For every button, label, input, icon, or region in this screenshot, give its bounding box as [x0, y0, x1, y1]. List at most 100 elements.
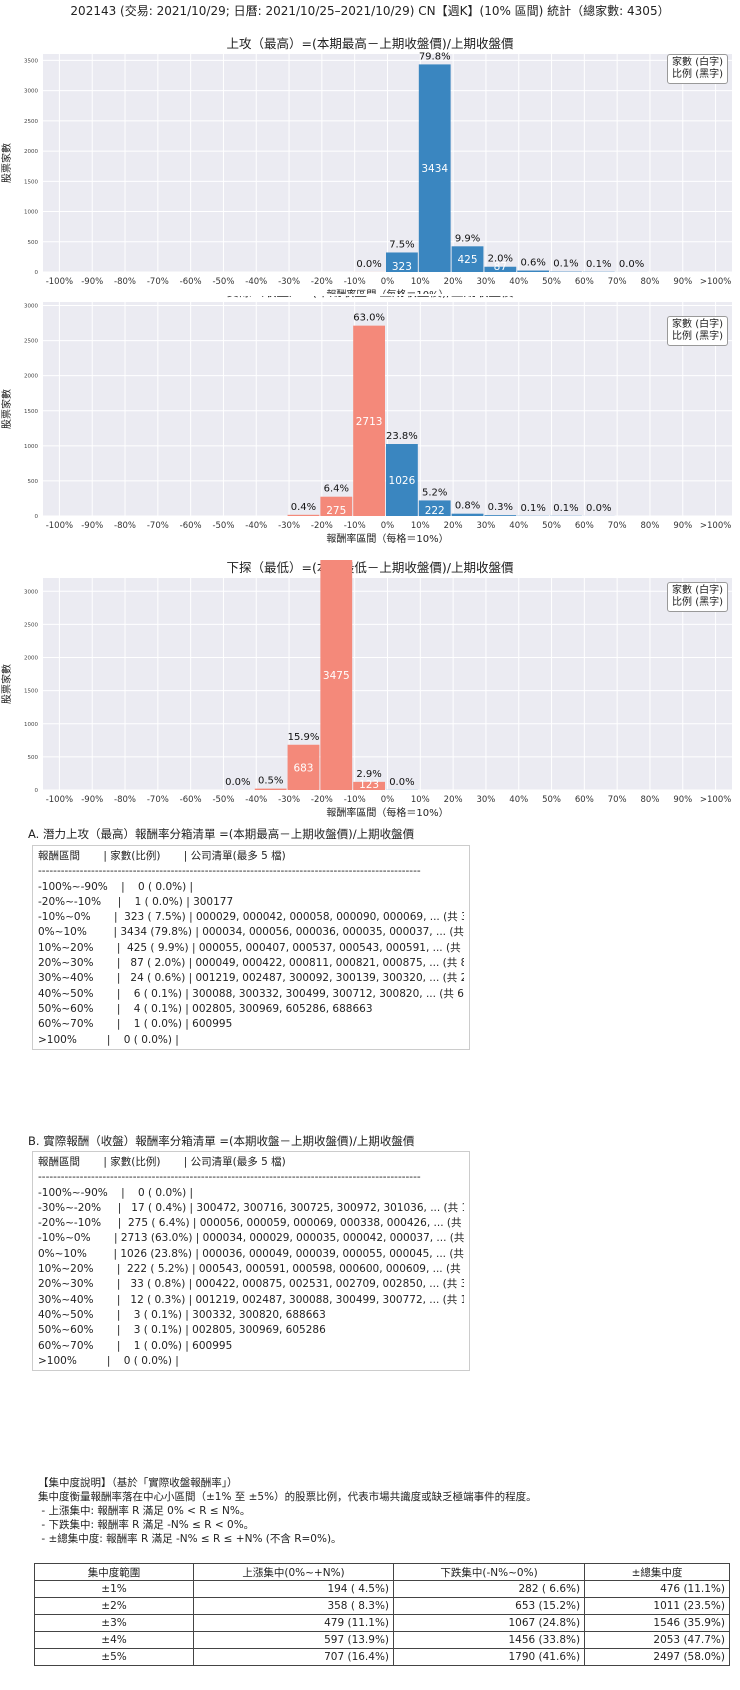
- x-axis-label: 報酬率區間（每格＝10%）: [326, 806, 448, 819]
- x-tick-label: -60%: [180, 277, 202, 287]
- table-cell: ±3%: [34, 1614, 194, 1632]
- x-tick-label: -20%: [311, 795, 333, 805]
- y-tick-label: 1500: [24, 409, 38, 415]
- table-cell: 2497 (58.0%): [584, 1648, 730, 1666]
- x-tick-label: -80%: [114, 277, 136, 287]
- bar-count-label: 3475: [323, 670, 350, 682]
- x-tick-label: -90%: [81, 521, 103, 531]
- x-tick-label: 30%: [476, 795, 495, 805]
- y-tick-label: 2000: [24, 149, 38, 155]
- bar-count-label: 87: [494, 261, 507, 273]
- table-cell: 479 (11.1%): [192, 1614, 395, 1632]
- x-tick-label: -100%: [46, 795, 73, 805]
- y-tick-label: 500: [28, 755, 39, 761]
- table-cell: 1067 (24.8%): [393, 1614, 586, 1632]
- bar: [386, 444, 418, 516]
- x-tick-label: 80%: [641, 795, 660, 805]
- x-tick-label: -30%: [278, 521, 300, 531]
- notes-description: 集中度衡量報酬率落在中心小區間（±1% 至 ±5%）的股票比例，代表市場共識度或…: [38, 1491, 537, 1503]
- y-axis-label: 股票家數: [0, 389, 13, 429]
- table-row: ±2% 358 ( 8.3%) 653 (15.2%) 1011 (23.5%): [34, 1597, 730, 1615]
- table-cell: 358 ( 8.3%): [192, 1597, 395, 1615]
- table-cell: 476 (11.1%): [584, 1580, 730, 1598]
- legend-ratio-label: 比例 (黑字): [672, 69, 723, 80]
- table-cell: 194 ( 4.5%): [192, 1580, 395, 1598]
- list-row: 30%~40% | 24 ( 0.6%) | 001219, 002487, 3…: [38, 972, 464, 985]
- section-b-title: B. 實際報酬（收盤）報酬率分箱清單 =(本期收盤－上期收盤價)/上期收盤價: [28, 1134, 415, 1148]
- bar-pct-label: 2.0%: [488, 254, 513, 265]
- table-cell: ±2%: [34, 1597, 194, 1615]
- section-a-list: 報酬區間 | 家數(比例) | 公司清單(最多 5 檔) ------------…: [32, 845, 470, 1050]
- table-cell: 1011 (23.5%): [584, 1597, 730, 1615]
- x-tick-label: -30%: [278, 795, 300, 805]
- notes-heading: 【集中度說明】（基於「實際收盤報酬率」）: [38, 1477, 238, 1489]
- list-row: ----------------------------------------…: [38, 1171, 421, 1184]
- bar-pct-label: 5.2%: [422, 487, 447, 498]
- table-cell: 1790 (41.6%): [393, 1648, 586, 1666]
- x-tick-label: 0%: [381, 277, 395, 287]
- x-tick-label: 20%: [444, 277, 463, 287]
- bar-pct-label: 0.1%: [586, 259, 611, 270]
- bar-pct-label: 23.8%: [386, 431, 418, 442]
- concentration-notes: 【集中度說明】（基於「實際收盤報酬率」） 集中度衡量報酬率落在中心小區間（±1%…: [38, 1476, 537, 1546]
- x-tick-label: 40%: [509, 277, 528, 287]
- legend-count-label: 家數 (白字): [672, 585, 723, 596]
- list-row: 50%~60% | 3 ( 0.1%) | 002805, 300969, 60…: [38, 1324, 326, 1337]
- bar: [320, 496, 353, 516]
- bar-pct-label: 9.9%: [455, 233, 480, 244]
- x-tick-label: 40%: [509, 521, 528, 531]
- y-axis-label: 股票家數: [0, 664, 13, 704]
- table-cell: 597 (13.9%): [192, 1631, 395, 1649]
- x-tick-label: -100%: [46, 521, 73, 531]
- x-tick-label: -10%: [344, 795, 366, 805]
- bar: [484, 515, 517, 516]
- x-tick-label: 10%: [411, 521, 430, 531]
- x-tick-label: >100%: [700, 277, 731, 287]
- list-row: 20%~30% | 33 ( 0.8%) | 000422, 000875, 0…: [38, 1278, 464, 1291]
- table-cell: ±1%: [34, 1580, 194, 1598]
- bar: [386, 252, 418, 272]
- chart-low: 下探（最低）=(本期最低－上期收盤價)/上期收盤價 0 500 1000 1500 200…: [0, 560, 740, 819]
- x-tick-label: -70%: [147, 521, 169, 531]
- list-row: -20%~-10% | 1 ( 0.0%) | 300177: [38, 895, 234, 908]
- x-tick-label: 60%: [575, 277, 594, 287]
- x-axis-label: 報酬率區間（每格＝10%）: [326, 288, 448, 294]
- x-tick-label: 10%: [411, 277, 430, 287]
- bar-pct-label: 0.1%: [553, 503, 578, 514]
- y-tick-label: 1500: [24, 689, 38, 695]
- bar: [418, 64, 451, 272]
- table-header: 上漲集中(0%~+N%): [192, 1563, 395, 1581]
- bar-pct-label: 0.0%: [225, 777, 250, 788]
- bar: [353, 781, 385, 790]
- table-header-row: 集中度範圍 上漲集中(0%~+N%) 下跌集中(-N%~0%) ±總集中度: [34, 1563, 730, 1581]
- legend-count-label: 家數 (白字): [672, 319, 723, 330]
- x-tick-label: -50%: [212, 521, 234, 531]
- x-tick-label: 0%: [381, 795, 395, 805]
- x-tick-label: 50%: [542, 795, 561, 805]
- x-tick-label: 90%: [673, 795, 692, 805]
- y-tick-label: 500: [28, 479, 39, 485]
- list-row: 40%~50% | 3 ( 0.1%) | 300332, 300820, 68…: [38, 1308, 326, 1321]
- table-cell: 707 (16.4%): [192, 1648, 395, 1666]
- x-tick-label: -60%: [180, 521, 202, 531]
- x-tick-label: -40%: [245, 277, 267, 287]
- y-tick-label: 3000: [24, 589, 38, 595]
- list-row: -20%~-10% | 275 ( 6.4%) | 000056, 000059…: [38, 1217, 464, 1230]
- table-cell: 282 ( 6.6%): [393, 1580, 586, 1598]
- list-row: -100%~-90% | 0 ( 0.0%) |: [38, 880, 194, 893]
- page-title: 202143 (交易: 2021/10/29; 日曆: 2021/10/25–2…: [70, 4, 670, 18]
- list-row: 60%~70% | 1 ( 0.0%) | 600995: [38, 1339, 233, 1352]
- bar: [451, 513, 484, 516]
- chart-high: 上攻（最高）=(本期最高－上期收盤價)/上期收盤價 0 500 1000 1500 200…: [0, 22, 740, 294]
- x-tick-label: -10%: [344, 521, 366, 531]
- legend-ratio-label: 比例 (黑字): [672, 597, 723, 608]
- y-axis-label: 股票家數: [0, 143, 13, 183]
- bar-pct-label: 0.1%: [520, 503, 545, 514]
- x-tick-label: >100%: [700, 521, 731, 531]
- list-row: 10%~20% | 425 ( 9.9%) | 000055, 000407, …: [38, 941, 464, 954]
- section-a-title: A. 潛力上攻（最高）報酬率分箱清單 =(本期最高－上期收盤價)/上期收盤價: [28, 827, 415, 841]
- y-tick-label: 2000: [24, 656, 38, 662]
- bar-pct-label: 0.3%: [488, 502, 513, 513]
- x-tick-label: 20%: [444, 795, 463, 805]
- list-row: 30%~40% | 12 ( 0.3%) | 001219, 002487, 3…: [38, 1293, 464, 1306]
